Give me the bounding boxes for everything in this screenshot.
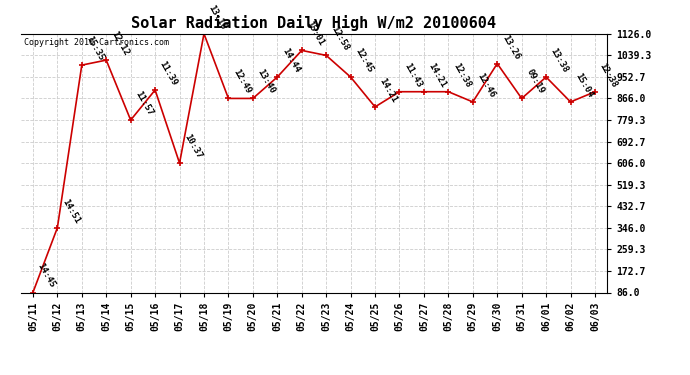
- Title: Solar Radiation Daily High W/m2 20100604: Solar Radiation Daily High W/m2 20100604: [132, 15, 496, 31]
- Text: 14:51: 14:51: [60, 197, 81, 225]
- Text: 13:40: 13:40: [255, 68, 277, 96]
- Text: 13:26: 13:26: [500, 33, 521, 61]
- Text: 15:04: 15:04: [573, 71, 595, 99]
- Text: 14:21: 14:21: [378, 76, 399, 104]
- Text: 14:21: 14:21: [426, 61, 448, 89]
- Text: 11:43: 11:43: [402, 61, 424, 89]
- Text: 13:18: 13:18: [207, 3, 228, 31]
- Text: Copyright 2010 Cartronics.com: Copyright 2010 Cartronics.com: [23, 38, 168, 46]
- Text: 12:49: 12:49: [231, 68, 253, 96]
- Text: 12:38: 12:38: [451, 61, 473, 89]
- Text: 15:35: 15:35: [85, 34, 106, 62]
- Text: 12:46: 12:46: [475, 71, 497, 99]
- Text: 11:57: 11:57: [133, 90, 155, 117]
- Text: 14:45: 14:45: [36, 262, 57, 290]
- Text: 12:58: 12:58: [329, 25, 351, 52]
- Text: 11:39: 11:39: [158, 59, 179, 87]
- Text: 12:12: 12:12: [109, 30, 130, 57]
- Text: 12:38: 12:38: [598, 61, 619, 89]
- Text: 15:01: 15:01: [304, 20, 326, 48]
- Text: 14:44: 14:44: [280, 46, 302, 74]
- Text: 13:38: 13:38: [549, 46, 570, 74]
- Text: 10:37: 10:37: [182, 133, 204, 160]
- Text: 12:45: 12:45: [353, 46, 375, 74]
- Text: 09:19: 09:19: [524, 68, 546, 96]
